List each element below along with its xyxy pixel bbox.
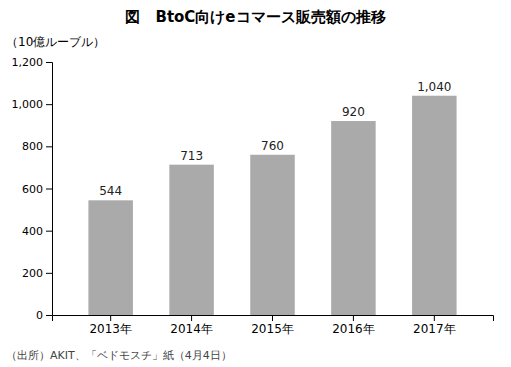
x-tick-label: 2014年 (170, 322, 213, 336)
y-tick-mark (46, 104, 52, 105)
x-tick-label: 2016年 (332, 322, 375, 336)
plot-area: 2013年 2014年 2015年 2016年 2017年 0 200 400 600 800 1,… (12, 56, 494, 336)
y-tick-mark (46, 315, 52, 316)
data-label: 920 (342, 105, 365, 119)
y-tick-label: 0 (36, 309, 43, 322)
x-tick-mark (434, 315, 435, 321)
y-tick-mark (46, 146, 52, 147)
chart-container: 2013年 2014年 2015年 2016年 2017年 0 200 400 600 800 1,… (0, 0, 511, 367)
y-tick: 0 (36, 309, 52, 322)
x-tick: 2014年 (170, 315, 213, 336)
x-tick: 2013年 (89, 315, 132, 336)
y-tick-label: 600 (22, 183, 43, 196)
x-tick-mark (272, 315, 273, 321)
x-tick-label: 2015年 (251, 322, 294, 336)
data-label: 544 (99, 184, 122, 198)
x-axis-line (53, 316, 494, 322)
bar (88, 200, 133, 315)
x-tick: 2015年 (251, 315, 294, 336)
y-tick-label: 1,000 (12, 98, 44, 111)
y-tick-label: 800 (22, 140, 43, 153)
y-axis-line (46, 63, 53, 316)
bar (331, 121, 376, 315)
y-tick: 400 (22, 225, 52, 238)
y-tick-mark (46, 62, 52, 63)
y-tick: 1,200 (12, 56, 53, 69)
x-tick: 2017年 (413, 315, 456, 336)
data-label: 1,040 (417, 80, 451, 94)
bar (412, 96, 457, 315)
data-label: 760 (261, 139, 284, 153)
y-axis: 0 200 400 600 800 1,000 1,200 (12, 56, 53, 322)
x-tick-label: 2017年 (413, 322, 456, 336)
source-note: （出所）AKIT、「ベドモスチ」紙（4月4日） (6, 349, 232, 362)
x-tick-label: 2013年 (89, 322, 132, 336)
y-tick-label: 200 (22, 267, 43, 280)
bar (250, 155, 295, 315)
y-tick-mark (46, 273, 52, 274)
x-tick: 2016年 (332, 315, 375, 336)
data-label: 713 (180, 149, 203, 163)
x-axis: 2013年 2014年 2015年 2016年 2017年 (53, 315, 494, 336)
bar (169, 165, 214, 315)
title: 図 BtoC向けeコマース販売額の推移 (125, 8, 385, 26)
y-tick-mark (46, 231, 52, 232)
y-tick-mark (46, 189, 52, 190)
y-tick-label: 400 (22, 225, 43, 238)
data-labels: 544 713 760 920 1,040 (99, 80, 451, 199)
bars (88, 96, 456, 315)
y-tick: 600 (22, 183, 52, 196)
chart-svg: 2013年 2014年 2015年 2016年 2017年 0 200 400 600 800 1,… (0, 0, 511, 367)
x-tick-mark (353, 315, 354, 321)
y-axis-title: （10億ルーブル） (6, 35, 105, 49)
y-tick: 800 (22, 140, 52, 153)
x-tick-mark (191, 315, 192, 321)
y-tick: 200 (22, 267, 52, 280)
x-tick-mark (110, 315, 111, 321)
y-tick-label: 1,200 (12, 56, 44, 69)
y-tick: 1,000 (12, 98, 53, 111)
